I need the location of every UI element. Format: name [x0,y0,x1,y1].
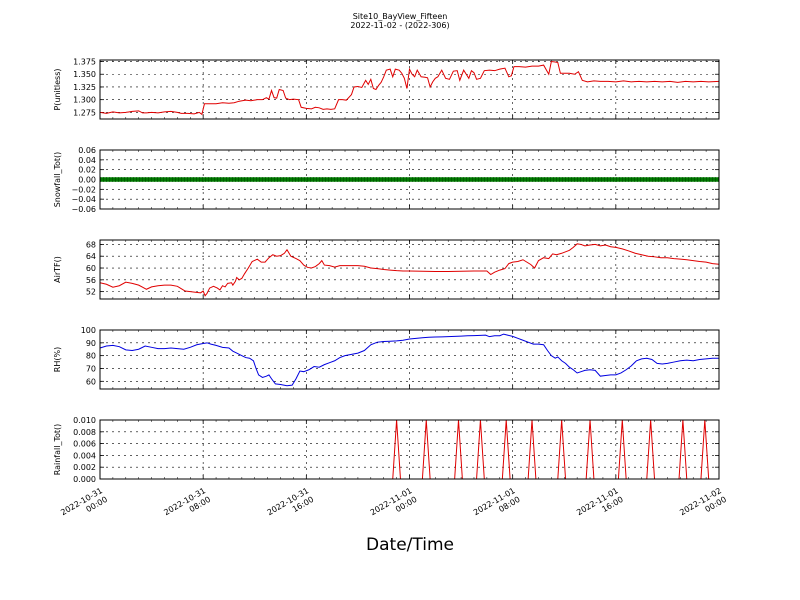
x-axis-label: Date/Time [366,535,454,555]
y-tick-label: 60 [86,264,96,273]
y-tick-label: −0.02 [71,185,96,194]
y-tick-label: 68 [86,240,96,249]
y-tick-label: 0.04 [78,156,96,165]
panel-1: 1.275 1.300 1.325 1.350 1.375 P(unitless) [53,58,720,120]
y-tick-label: 1.275 [73,108,96,117]
series-line [99,60,720,116]
panel-frame [99,329,720,390]
panel-frame [99,59,720,120]
panel-frame [99,239,720,300]
y-tick-label: 0.010 [73,416,96,425]
y-tick-label: 0.004 [73,451,96,460]
y-tick-label: 80 [86,352,96,361]
panel-5: 0.000 0.002 0.004 0.006 0.008 0.010 Rainfall_T… [53,416,720,484]
y-tick-label: −0.04 [71,195,96,204]
y-axis-label: Snowfall_Tot() [53,152,62,208]
y-tick-label: 0.02 [78,166,96,175]
panel-3: 52 56 60 64 68 AirTF() [53,239,720,300]
y-tick-label: 1.300 [73,96,96,105]
y-tick-label: 0.006 [73,440,96,449]
y-tick-label: 70 [86,364,96,373]
chart-subtitle: 2022-11-02 - (2022-306) [350,21,450,30]
y-tick-label: 0.008 [73,428,96,437]
y-tick-label: 90 [86,339,96,348]
y-tick-label: 0.002 [73,463,96,472]
y-tick-label: 1.325 [73,83,96,92]
y-tick-label: 100 [81,326,96,335]
series-line [99,333,719,387]
y-tick-label: 60 [86,377,96,386]
panel-frame [99,419,720,480]
y-tick-label: 0.00 [78,176,96,185]
y-tick-label: 1.375 [73,58,96,67]
panel-4: 60 70 80 90 100 RH(%) [53,326,720,390]
y-axis-label: P(unitless) [53,68,62,110]
panel-frame [99,149,720,210]
y-axis-label: RH(%) [53,347,62,372]
series-line [100,419,719,480]
y-tick-label: 56 [86,276,96,285]
y-tick-label: 0.000 [73,475,96,484]
y-tick-label: 52 [86,288,96,297]
y-tick-label: 1.350 [73,70,96,79]
y-axis-label: Rainfall_Tot() [53,424,62,476]
panel-2: 0.060.040.020.00−0.02−0.04−0.06 Snowfall_… [53,146,720,214]
chart-title: Site10_BayView_Fifteen [352,12,448,21]
y-axis-label: AirTF() [53,256,62,283]
y-tick-label: −0.06 [71,205,96,214]
series-line [99,243,720,297]
y-tick-label: 0.06 [78,146,96,155]
y-tick-label: 64 [86,252,96,261]
